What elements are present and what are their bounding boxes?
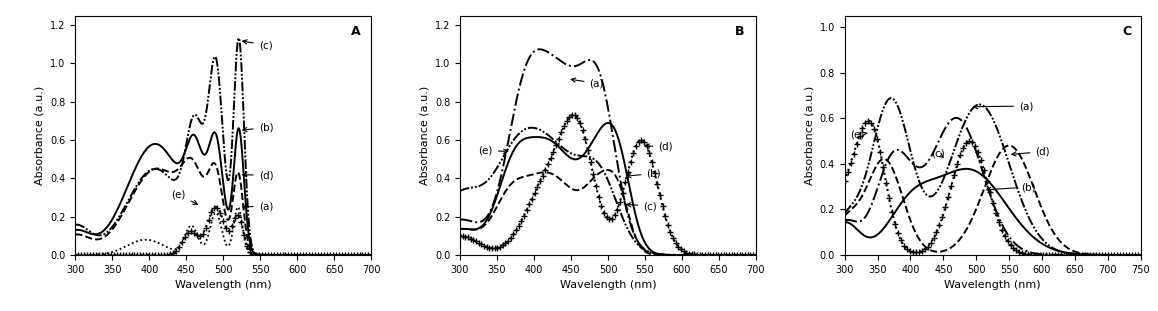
Text: (b): (b) <box>626 169 661 179</box>
Text: C: C <box>1123 25 1133 38</box>
Text: (a): (a) <box>974 101 1033 111</box>
Y-axis label: Absorbance (a.u.): Absorbance (a.u.) <box>804 86 814 185</box>
X-axis label: Wavelength (nm): Wavelength (nm) <box>175 280 271 290</box>
Text: (d): (d) <box>243 170 273 180</box>
Y-axis label: Absorbance (a.u.): Absorbance (a.u.) <box>35 86 45 185</box>
Text: (d): (d) <box>1012 147 1050 157</box>
Text: (d): (d) <box>645 142 673 152</box>
Text: (e): (e) <box>478 146 507 156</box>
Text: A: A <box>351 25 360 38</box>
Text: (c): (c) <box>243 40 272 50</box>
X-axis label: Wavelength (nm): Wavelength (nm) <box>559 280 657 290</box>
Text: (e): (e) <box>171 189 198 204</box>
Text: (e): (e) <box>850 130 867 140</box>
X-axis label: Wavelength (nm): Wavelength (nm) <box>945 280 1041 290</box>
Text: (c): (c) <box>626 201 658 211</box>
Text: (a): (a) <box>243 201 273 211</box>
Text: (c): (c) <box>931 149 945 159</box>
Text: (b): (b) <box>243 123 273 132</box>
Text: B: B <box>735 25 745 38</box>
Text: (b): (b) <box>987 182 1035 192</box>
Text: (a): (a) <box>571 78 603 88</box>
Y-axis label: Absorbance (a.u.): Absorbance (a.u.) <box>419 86 430 185</box>
